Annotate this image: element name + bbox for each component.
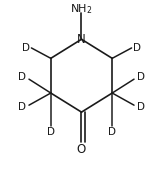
Text: D: D (137, 72, 145, 82)
Text: D: D (18, 72, 26, 82)
Text: D: D (18, 102, 26, 112)
Text: D: D (137, 102, 145, 112)
Text: D: D (133, 43, 141, 53)
Text: D: D (22, 43, 30, 53)
Text: O: O (77, 143, 86, 156)
Text: N: N (77, 33, 86, 46)
Text: NH$_2$: NH$_2$ (70, 2, 93, 16)
Text: D: D (108, 127, 116, 137)
Text: D: D (47, 127, 55, 137)
